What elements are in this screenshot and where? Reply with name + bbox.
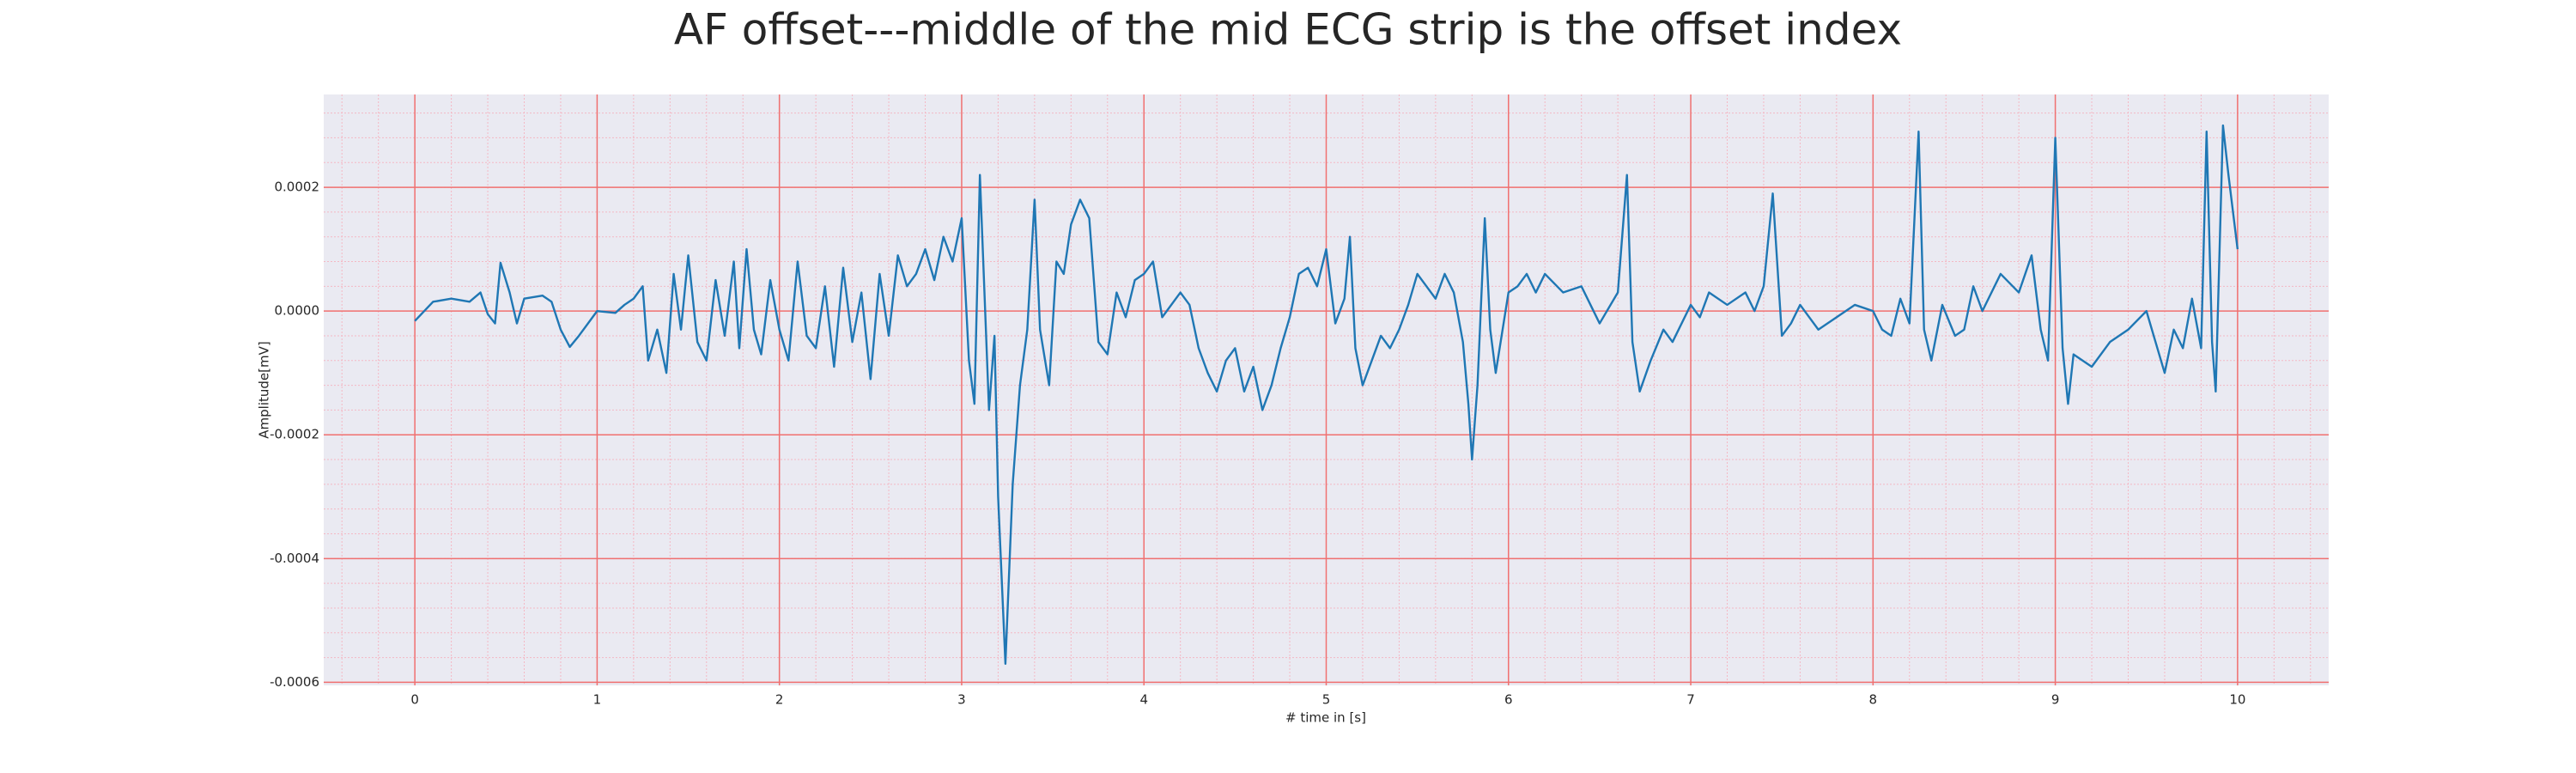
- chart-title: AF offset---middle of the mid ECG strip …: [674, 5, 1902, 55]
- x-axis-label: # time in [s]: [1285, 710, 1366, 726]
- x-tick-label: 1: [593, 692, 602, 708]
- x-tick-label: 9: [2051, 692, 2060, 708]
- x-tick-label: 7: [1686, 692, 1695, 708]
- x-tick-label: 8: [1869, 692, 1878, 708]
- y-tick-label: -0.0002: [270, 427, 319, 442]
- y-tick-label: 0.0002: [275, 180, 320, 195]
- x-tick-label: 10: [2229, 692, 2245, 708]
- y-tick-label: -0.0006: [270, 674, 319, 690]
- x-tick-label: 0: [410, 692, 419, 708]
- y-axis-label: Amplitude[mV]: [257, 341, 272, 438]
- y-tick-label: -0.0004: [270, 551, 319, 566]
- x-tick-label: 2: [775, 692, 784, 708]
- x-tick-label: 6: [1504, 692, 1513, 708]
- ecg-line: [414, 124, 2239, 665]
- x-tick-label: 4: [1139, 692, 1148, 708]
- y-tick-label: 0.0000: [275, 303, 320, 319]
- x-tick-label: 5: [1322, 692, 1331, 708]
- x-tick-label: 3: [957, 692, 966, 708]
